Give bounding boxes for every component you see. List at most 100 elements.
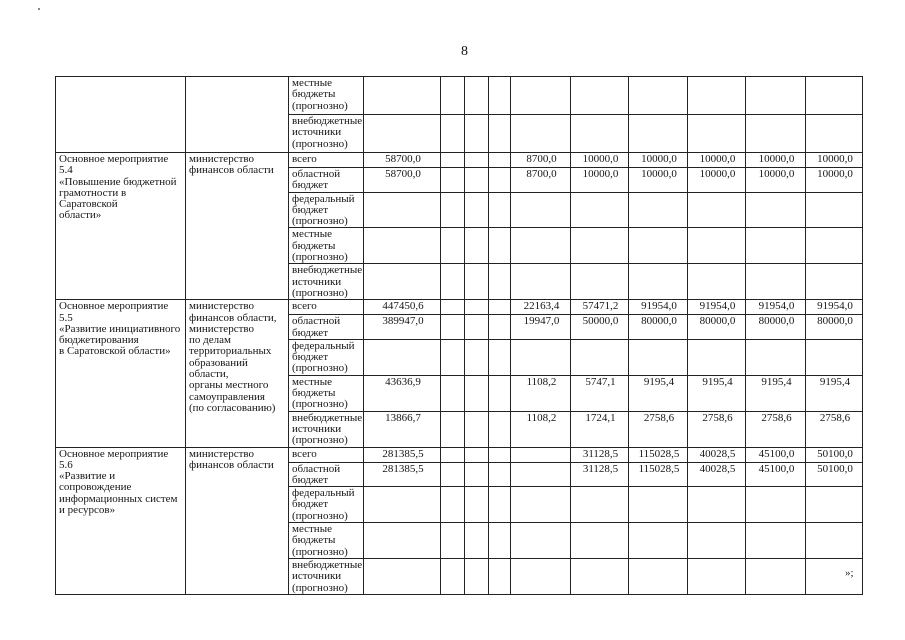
table-row: областной бюджет 281385,5 31128,5 115028,5 4…: [56, 461, 863, 488]
spacer-cell: [488, 486, 511, 524]
budget-type-cell: местные бюджеты (прогнозно): [288, 76, 364, 115]
spacer-cell: [440, 227, 465, 265]
table-row: Основное мероприятие 5.4 «Повышение бюдж…: [55, 151, 863, 301]
year-cell: [570, 227, 629, 265]
year-cell: 91954,0: [628, 299, 688, 316]
budget-type-cell: федеральный бюджет (прогнозно): [288, 191, 364, 229]
year-cell: 10000,0: [745, 167, 806, 193]
total-cell: [363, 191, 441, 229]
year-cell: [687, 522, 746, 559]
year-cell: [805, 76, 863, 115]
year-cell: [570, 76, 629, 115]
year-cell: 91954,0: [745, 299, 806, 316]
total-cell: 13866,7: [363, 410, 441, 448]
year-cell: [745, 191, 806, 229]
year-cell: [745, 263, 806, 301]
spacer-cell: [464, 114, 489, 153]
spacer-cell: [440, 374, 465, 412]
total-cell: [363, 522, 441, 559]
year-cell: 57471,2: [570, 299, 629, 316]
total-cell: 281385,5: [363, 461, 441, 488]
table-row: федеральный бюджет (прогнозно): [56, 486, 863, 524]
year-cell: 91954,0: [805, 299, 863, 316]
spacer-cell: [488, 114, 511, 153]
budget-type-cell: местные бюджеты (прогнозно): [288, 227, 364, 265]
budget-type-cell: внебюджетные источники (прогнозно): [288, 263, 364, 301]
year-cell: [805, 227, 863, 265]
table-row: областной бюджет 389947,0 19947,0 50000,0 80…: [56, 314, 863, 340]
year-cell: 1724,1: [570, 410, 629, 448]
spacer-cell: [464, 299, 489, 316]
table-row: внебюджетные источники (прогнозно): [56, 114, 863, 153]
year-cell: [628, 227, 688, 265]
budget-type-cell: федеральный бюджет (прогнозно): [288, 338, 364, 376]
year-cell: [510, 263, 571, 301]
year-cell: [805, 557, 863, 595]
budget-type-cell: федеральный бюджет (прогнозно): [288, 486, 364, 524]
spacer-cell: [440, 114, 465, 153]
year-cell: [687, 227, 746, 265]
spacer-cell: [440, 152, 465, 168]
year-cell: [570, 486, 629, 524]
spacer-cell: [488, 338, 511, 376]
year-cell: 5747,1: [570, 374, 629, 412]
year-cell: [628, 114, 688, 153]
year-cell: [628, 76, 688, 115]
spacer-cell: [440, 167, 465, 193]
spacer-cell: [464, 227, 489, 265]
year-cell: [510, 227, 571, 265]
budget-type-cell: всего: [288, 299, 364, 316]
year-cell: [510, 522, 571, 559]
table-row: местные бюджеты (прогнозно) 43636,9 1108,2…: [56, 374, 863, 412]
table-row: федеральный бюджет (прогнозно): [56, 338, 863, 376]
year-cell: 9195,4: [687, 374, 746, 412]
spacer-cell: [440, 338, 465, 376]
total-cell: 58700,0: [363, 152, 441, 168]
total-cell: [363, 557, 441, 595]
spacer-cell: [440, 299, 465, 316]
year-cell: 50000,0: [570, 314, 629, 340]
spacer-cell: [488, 299, 511, 316]
spacer-cell: [464, 338, 489, 376]
year-cell: [745, 227, 806, 265]
spacer-cell: [488, 263, 511, 301]
year-cell: 50100,0: [805, 446, 863, 463]
year-cell: 40028,5: [687, 461, 746, 488]
year-cell: [805, 114, 863, 153]
spacer-cell: [440, 263, 465, 301]
year-cell: [510, 191, 571, 229]
year-cell: 40028,5: [687, 446, 746, 463]
year-cell: 115028,5: [628, 461, 688, 488]
year-cell: [570, 557, 629, 595]
budget-type-cell: местные бюджеты (прогнозно): [288, 374, 364, 412]
total-cell: [363, 76, 441, 115]
year-cell: 8700,0: [510, 167, 571, 193]
spacer-cell: [440, 486, 465, 524]
total-cell: 447450,6: [363, 299, 441, 316]
year-cell: 45100,0: [745, 446, 806, 463]
budget-type-cell: внебюджетные источники (прогнозно): [288, 557, 364, 595]
year-cell: [570, 263, 629, 301]
spacer-cell: [464, 557, 489, 595]
year-cell: 1108,2: [510, 410, 571, 448]
spacer-cell: [488, 557, 511, 595]
total-cell: [363, 338, 441, 376]
scan-speck: [38, 8, 40, 10]
ministry-cell: министерство финансов области: [185, 151, 289, 301]
year-cell: [805, 338, 863, 376]
year-cell: [745, 557, 806, 595]
spacer-cell: [488, 314, 511, 340]
year-cell: [805, 191, 863, 229]
spacer-cell: [464, 461, 489, 488]
budget-table-body: местные бюджеты (прогнозно) внебюджетные …: [55, 76, 863, 595]
year-cell: 22163,4: [510, 299, 571, 316]
spacer-cell: [440, 314, 465, 340]
year-cell: 45100,0: [745, 461, 806, 488]
budget-table: местные бюджеты (прогнозно) внебюджетные …: [55, 76, 863, 595]
total-cell: [363, 227, 441, 265]
budget-type-cell: внебюджетные источники (прогнозно): [288, 410, 364, 448]
total-cell: 43636,9: [363, 374, 441, 412]
year-cell: 2758,6: [805, 410, 863, 448]
year-cell: [510, 461, 571, 488]
year-cell: 91954,0: [687, 299, 746, 316]
